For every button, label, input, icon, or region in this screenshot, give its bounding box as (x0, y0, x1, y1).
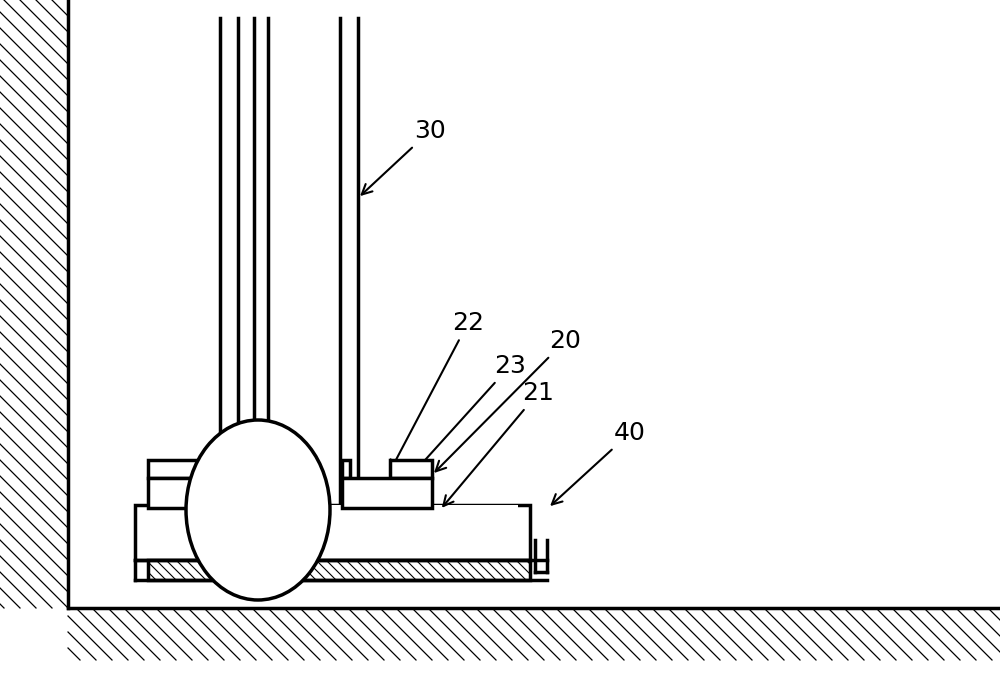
Bar (262, 460, 270, 478)
Ellipse shape (186, 420, 330, 600)
Bar (148, 560, 530, 580)
Bar (148, 478, 270, 508)
Bar (135, 505, 530, 560)
Bar (342, 478, 432, 508)
Text: 22: 22 (390, 311, 484, 471)
Text: 21: 21 (443, 381, 554, 506)
Text: 30: 30 (362, 119, 446, 194)
Bar (342, 460, 350, 478)
Bar (147, 505, 518, 548)
Text: 40: 40 (552, 421, 646, 505)
Text: 23: 23 (401, 354, 526, 486)
Bar (390, 460, 432, 478)
Text: 20: 20 (436, 329, 581, 471)
Bar (148, 460, 208, 478)
